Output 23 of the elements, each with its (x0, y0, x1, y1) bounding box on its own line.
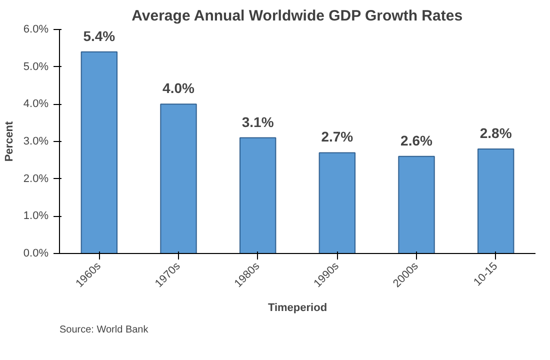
y-tick-label: 2.0% (23, 172, 49, 185)
data-label: 2.7% (321, 128, 354, 145)
data-label: 4.0% (162, 80, 196, 96)
data-label: 5.4% (83, 28, 116, 44)
bar (239, 137, 276, 254)
data-label: 2.8% (480, 124, 512, 141)
bar (160, 104, 197, 254)
y-tick-label: 6.0% (23, 24, 49, 36)
bar (318, 152, 356, 254)
bar (80, 51, 118, 254)
x-axis-title: Timeperiod (268, 302, 328, 314)
bar (398, 156, 435, 254)
y-tick-label: 3.0% (23, 136, 49, 148)
data-label: 2.6% (400, 132, 434, 148)
data-label: 3.1% (242, 114, 274, 130)
y-tick-label: 5.0% (23, 60, 49, 73)
bar (477, 148, 514, 254)
chart-title: Average Annual Worldwide GDP Growth Rates (132, 8, 463, 24)
y-tick-label: 0.0% (23, 248, 49, 260)
source-note: Source: World Bank (60, 324, 150, 336)
y-tick-label: 1.0% (23, 210, 49, 222)
y-axis-title: Percent (3, 120, 16, 162)
y-tick-label: 4.0% (23, 98, 49, 110)
